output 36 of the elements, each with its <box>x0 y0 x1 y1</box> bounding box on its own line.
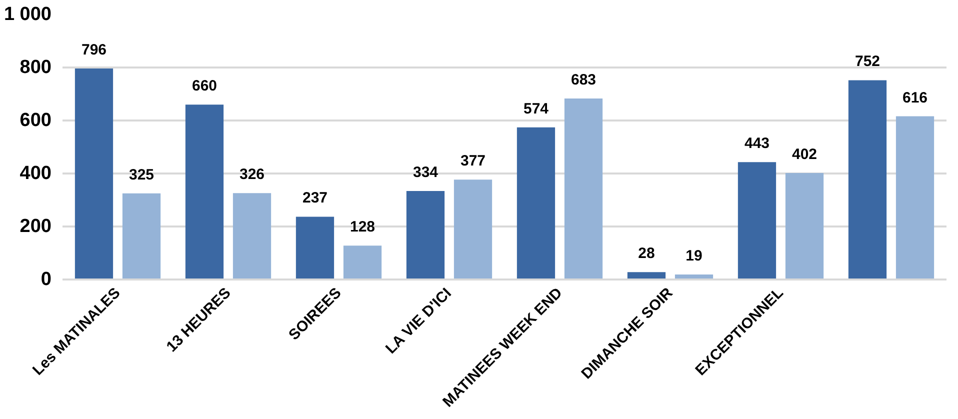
bar <box>406 190 445 280</box>
data-label: 237 <box>302 190 328 207</box>
bar <box>564 98 603 280</box>
y-tick-label: 400 <box>20 163 52 184</box>
data-label: 28 <box>638 245 655 262</box>
data-label: 402 <box>792 146 818 163</box>
bar <box>516 127 556 280</box>
y-tick-label: 200 <box>20 216 52 237</box>
data-label: 796 <box>81 42 107 59</box>
bar <box>185 104 224 280</box>
data-label: 660 <box>192 78 218 95</box>
data-label: 334 <box>412 164 439 181</box>
bar <box>232 193 272 280</box>
data-label: 616 <box>902 89 928 106</box>
bar <box>74 68 114 280</box>
data-label: 752 <box>854 53 880 70</box>
data-label: 325 <box>128 166 154 184</box>
y-tick-label: 800 <box>20 57 52 78</box>
data-label: 683 <box>570 72 596 89</box>
bar <box>296 216 334 280</box>
data-label: 574 <box>523 100 550 118</box>
bar <box>738 162 776 280</box>
bar <box>122 193 161 280</box>
y-tick-label: 600 <box>20 110 52 131</box>
data-label: 377 <box>460 152 486 170</box>
data-label: 326 <box>239 166 265 184</box>
data-label: 443 <box>744 135 770 152</box>
y-tick-label: 1 000 <box>4 4 52 25</box>
bar <box>848 80 887 280</box>
bar <box>785 172 824 280</box>
bar <box>454 180 492 280</box>
bar <box>896 116 934 280</box>
y-tick-label: 0 <box>40 269 52 290</box>
data-label: 128 <box>350 218 376 236</box>
bar <box>343 246 382 280</box>
data-label: 19 <box>686 247 702 264</box>
